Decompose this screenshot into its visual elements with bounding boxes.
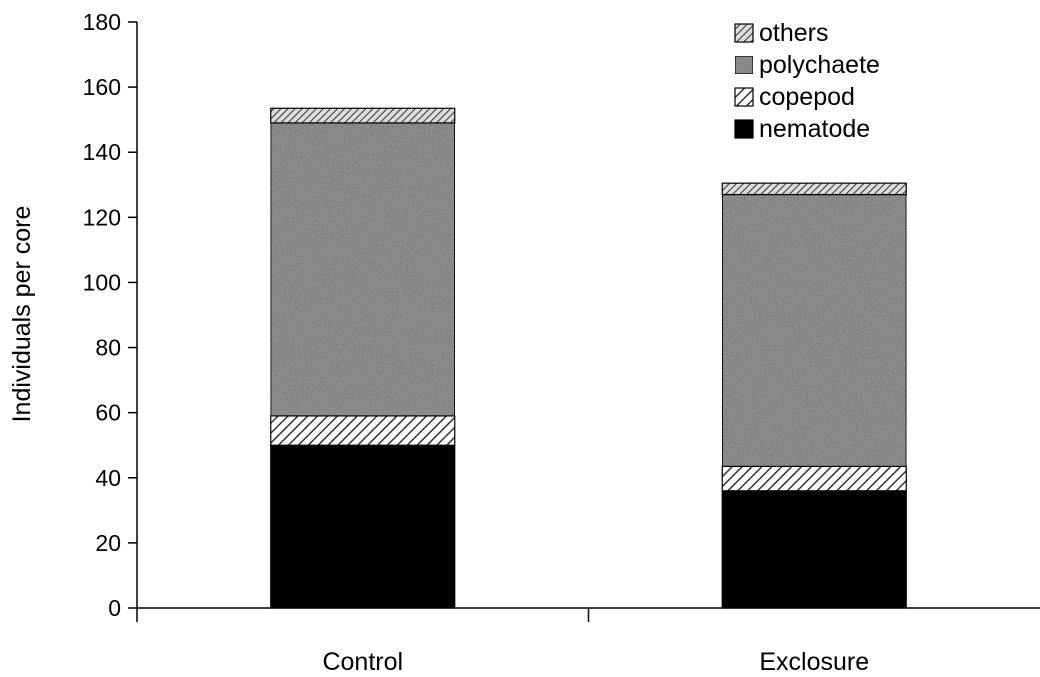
y-tick-label: 20 [95, 530, 121, 556]
bar-segment-nematode-control [270, 444, 456, 609]
y-axis-title: Individuals per core [8, 206, 36, 423]
bar-segment-nematode-exclosure [721, 490, 907, 609]
legend: others polychaete copepod nematode [734, 19, 880, 143]
y-tick-label: 80 [95, 335, 121, 361]
x-axis-categories: Control Exclosure [322, 648, 869, 676]
y-tick-label: 60 [95, 400, 121, 426]
x-category-label: Control [322, 648, 403, 676]
y-tick-label: 0 [108, 595, 121, 621]
x-category-label: Exclosure [759, 648, 869, 676]
y-tick-label: 140 [83, 139, 121, 165]
bars [270, 107, 907, 609]
legend-label-nematode: nematode [759, 115, 870, 143]
bar-segment-copepod-control [270, 415, 456, 446]
legend-swatch-others [734, 23, 754, 43]
y-tick-label: 100 [83, 269, 121, 295]
legend-label-polychaete: polychaete [759, 51, 880, 79]
bar-segment-others-exclosure [721, 182, 907, 196]
y-tick-label: 40 [95, 465, 121, 491]
legend-swatch-nematode [734, 119, 754, 139]
legend-label-copepod: copepod [759, 83, 855, 111]
bar-segment-others-control [270, 107, 456, 124]
bar-segment-copepod-exclosure [721, 465, 907, 492]
legend-label-others: others [759, 19, 828, 47]
bar-segment-polychaete-control [270, 122, 456, 417]
y-tick-label: 180 [83, 9, 121, 35]
y-tick-label: 120 [83, 204, 121, 230]
bar-segment-polychaete-exclosure [721, 193, 907, 467]
legend-swatch-copepod [734, 87, 754, 107]
legend-swatch-polychaete [734, 55, 754, 75]
y-axis-ticks: 0 20 40 60 80 100 120 140 160 180 [83, 9, 137, 621]
y-tick-label: 160 [83, 74, 121, 100]
